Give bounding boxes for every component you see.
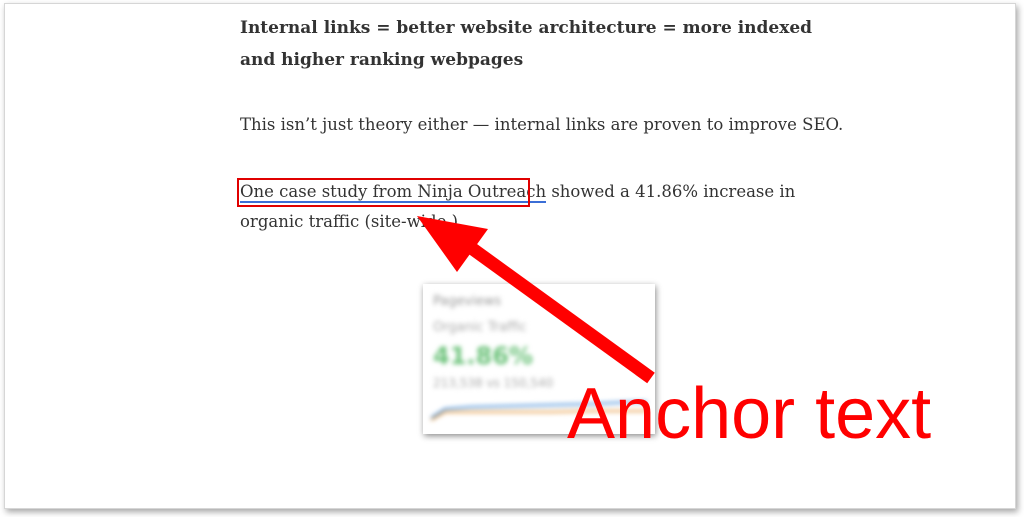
card-metric-value: 41.86% [433, 342, 533, 370]
card-metric-comparison: 213,538 vs 150,540 [433, 376, 554, 390]
blurred-stats-panel: Pageviews Organic Traffic 41.86% 213,538… [423, 284, 655, 434]
paragraph-2-rest: showed a 41.86% increase in organic traf… [240, 182, 796, 231]
card-trend-chart [431, 401, 647, 421]
article-heading: Internal links = better website architec… [240, 18, 813, 70]
card-metric-title: Pageviews [433, 294, 502, 309]
article-paragraph-2: One case study from Ninja Outreach showe… [240, 177, 840, 237]
article-paragraph-1: This isn’t just theory either — internal… [240, 115, 844, 134]
case-study-link[interactable]: One case study from Ninja Outreach [240, 182, 547, 203]
trend-line-previous [431, 410, 647, 421]
red-arrow-icon [417, 216, 655, 384]
anchor-text-caption: Anchor text [567, 374, 932, 454]
card-metric-subtitle: Organic Traffic [433, 320, 527, 335]
article-body: Internal links = better website architec… [240, 12, 843, 231]
screenshot-frame: Internal links = better website architec… [4, 3, 1016, 509]
trend-line-current [431, 401, 647, 419]
